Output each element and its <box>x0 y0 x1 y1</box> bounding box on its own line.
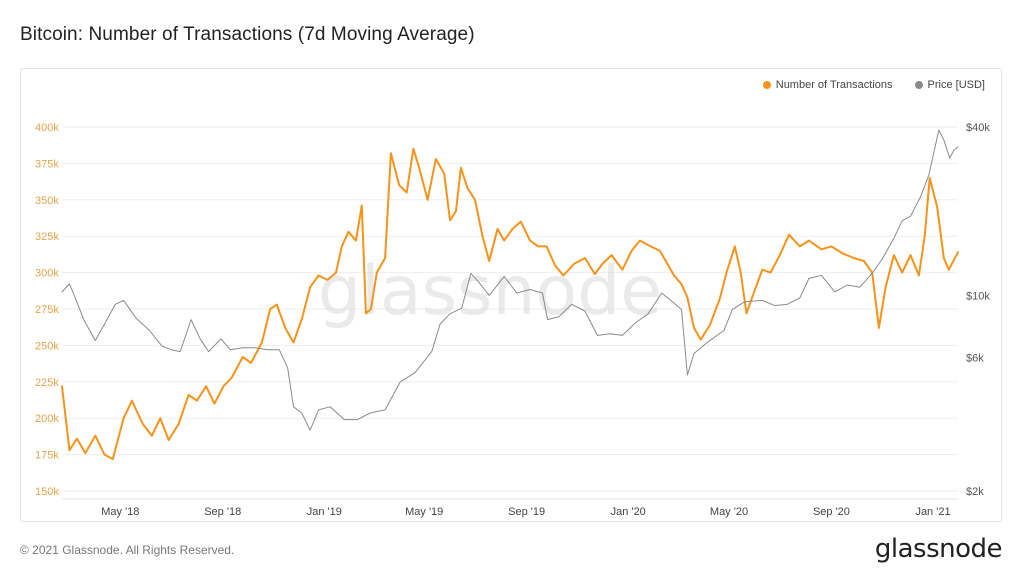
x-tick-label-4: Sep '19 <box>508 506 545 518</box>
copyright-text: © 2021 Glassnode. All Rights Reserved. <box>20 543 235 557</box>
legend-label-price: Price [USD] <box>927 79 985 91</box>
y-left-tick-label-6: 250k <box>35 340 59 352</box>
x-tick-label-3: May '19 <box>405 506 443 518</box>
transactions-line <box>61 147 959 460</box>
y-left-tick-label-3: 325k <box>35 231 59 243</box>
y-left-tick-label-2: 350k <box>35 195 59 207</box>
y-right-tick-label-0: $40k <box>966 122 990 134</box>
chart-legend: Number of Transactions Price [USD] <box>762 79 985 91</box>
x-tick-label-6: May '20 <box>710 506 748 518</box>
y-left-tick-label-4: 300k <box>35 268 59 280</box>
x-tick-label-5: Jan '20 <box>611 506 646 518</box>
x-tick-label-8: Jan '21 <box>915 506 950 518</box>
y-right-tick-label-1: $10k <box>966 290 990 302</box>
chart-frame: Number of Transactions Price [USD] glass… <box>20 68 1002 522</box>
price-line <box>61 129 959 431</box>
y-left-tick-label-8: 200k <box>35 413 59 425</box>
y-left-tick-label-1: 375k <box>35 158 59 170</box>
legend-dot-transactions <box>762 81 771 89</box>
y-left-tick-label-7: 225k <box>35 377 59 389</box>
y-right-tick-label-3: $2k <box>966 486 984 498</box>
y-left-tick-label-9: 175k <box>35 450 59 462</box>
legend-item-price[interactable]: Price [USD] <box>914 79 985 91</box>
legend-item-transactions[interactable]: Number of Transactions <box>762 79 893 91</box>
page-title: Bitcoin: Number of Transactions (7d Movi… <box>20 24 475 45</box>
x-tick-label-2: Jan '19 <box>307 506 342 518</box>
legend-label-transactions: Number of Transactions <box>775 79 893 91</box>
chart-plot[interactable]: glassnode 400k 375k 350k 325k 300k 275k 250k 225… <box>21 69 1003 523</box>
x-tick-label-0: May '18 <box>101 506 139 518</box>
y-left-tick-label-5: 275k <box>35 304 59 316</box>
glassnode-logo[interactable]: glassnode <box>874 534 1003 564</box>
y-left-tick-label-10: 150k <box>35 486 59 498</box>
y-left-tick-label-0: 400k <box>35 122 59 134</box>
legend-dot-price <box>914 81 923 89</box>
x-tick-label-1: Sep '18 <box>204 506 241 518</box>
x-tick-label-7: Sep '20 <box>813 506 850 518</box>
y-right-tick-label-2: $6k <box>966 353 984 365</box>
chart-watermark: glassnode <box>318 252 662 331</box>
